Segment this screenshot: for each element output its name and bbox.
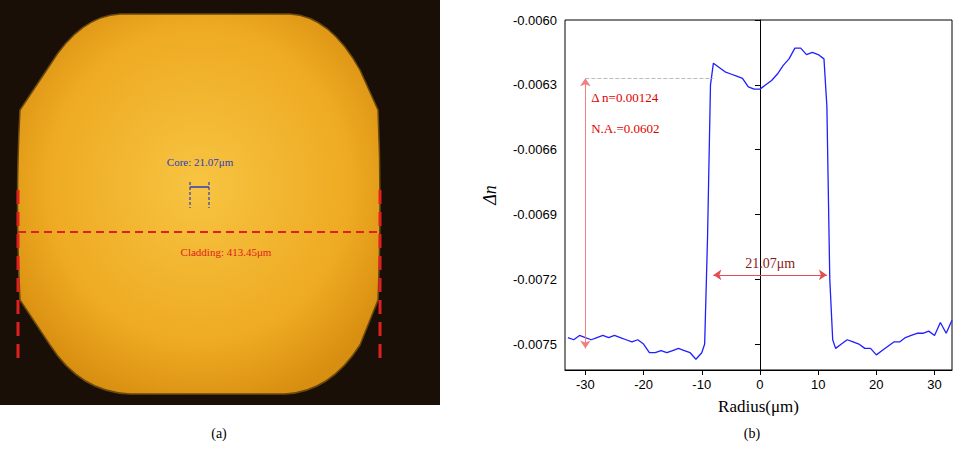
svg-text:Δ n=0.00124: Δ n=0.00124 bbox=[591, 90, 658, 105]
svg-text:Core: 21.07μm: Core: 21.07μm bbox=[167, 156, 234, 168]
svg-text:-0.0069: -0.0069 bbox=[513, 207, 557, 222]
svg-text:-10: -10 bbox=[692, 377, 711, 392]
svg-text:-0.0066: -0.0066 bbox=[513, 142, 557, 157]
svg-text:-20: -20 bbox=[634, 377, 653, 392]
svg-text:Δn: Δn bbox=[480, 185, 500, 206]
html-text:(a): (a) bbox=[211, 426, 227, 441]
svg-text:-30: -30 bbox=[576, 377, 595, 392]
svg-text:N.A.=0.0602: N.A.=0.0602 bbox=[591, 121, 659, 136]
svg-text:10: 10 bbox=[811, 377, 825, 392]
html-text:(b): (b) bbox=[743, 426, 761, 441]
svg-text:0: 0 bbox=[756, 377, 763, 392]
svg-text:20: 20 bbox=[869, 377, 883, 392]
svg-text:Radius(μm): Radius(μm) bbox=[718, 397, 799, 416]
svg-text:-0.0075: -0.0075 bbox=[513, 337, 557, 352]
svg-text:21.07μm: 21.07μm bbox=[745, 256, 795, 271]
svg-text:-0.0060: -0.0060 bbox=[513, 13, 557, 28]
svg-text:-0.0072: -0.0072 bbox=[513, 272, 557, 287]
svg-text:30: 30 bbox=[927, 377, 941, 392]
svg-text:Cladding: 413.45μm: Cladding: 413.45μm bbox=[181, 246, 272, 258]
svg-text:-0.0063: -0.0063 bbox=[513, 77, 557, 92]
